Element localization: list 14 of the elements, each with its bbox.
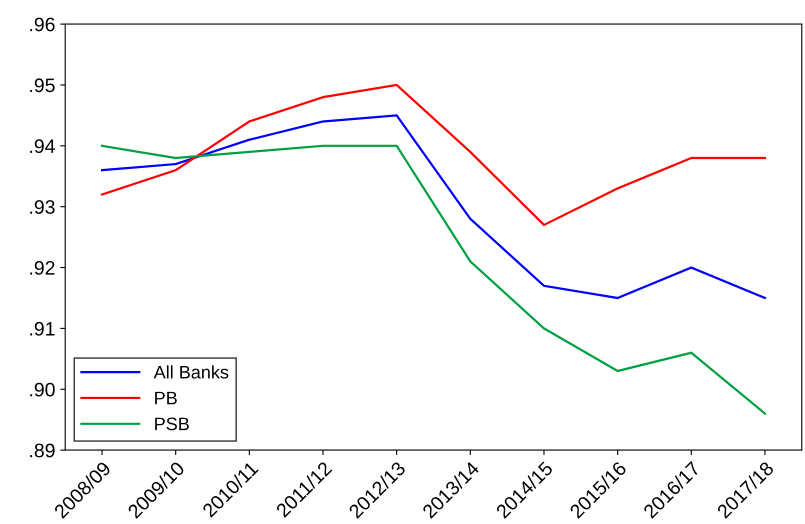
legend-label: PSB — [155, 418, 189, 430]
y-tick-label: .90 — [30, 382, 55, 396]
y-tick-label: .89 — [30, 444, 55, 458]
line-series — [100, 114, 766, 300]
y-tick-label: .94 — [30, 139, 55, 154]
legend-label: PB — [155, 392, 177, 404]
legend-label: All Banks — [154, 365, 228, 379]
y-tick-label: .96 — [30, 18, 55, 32]
y-tick-label: .91 — [30, 322, 55, 336]
y-tick-label: .95 — [30, 78, 55, 92]
line-series — [100, 144, 766, 415]
line-series — [100, 84, 766, 226]
y-tick-label: .92 — [30, 261, 55, 275]
y-tick-label: .93 — [30, 200, 55, 214]
